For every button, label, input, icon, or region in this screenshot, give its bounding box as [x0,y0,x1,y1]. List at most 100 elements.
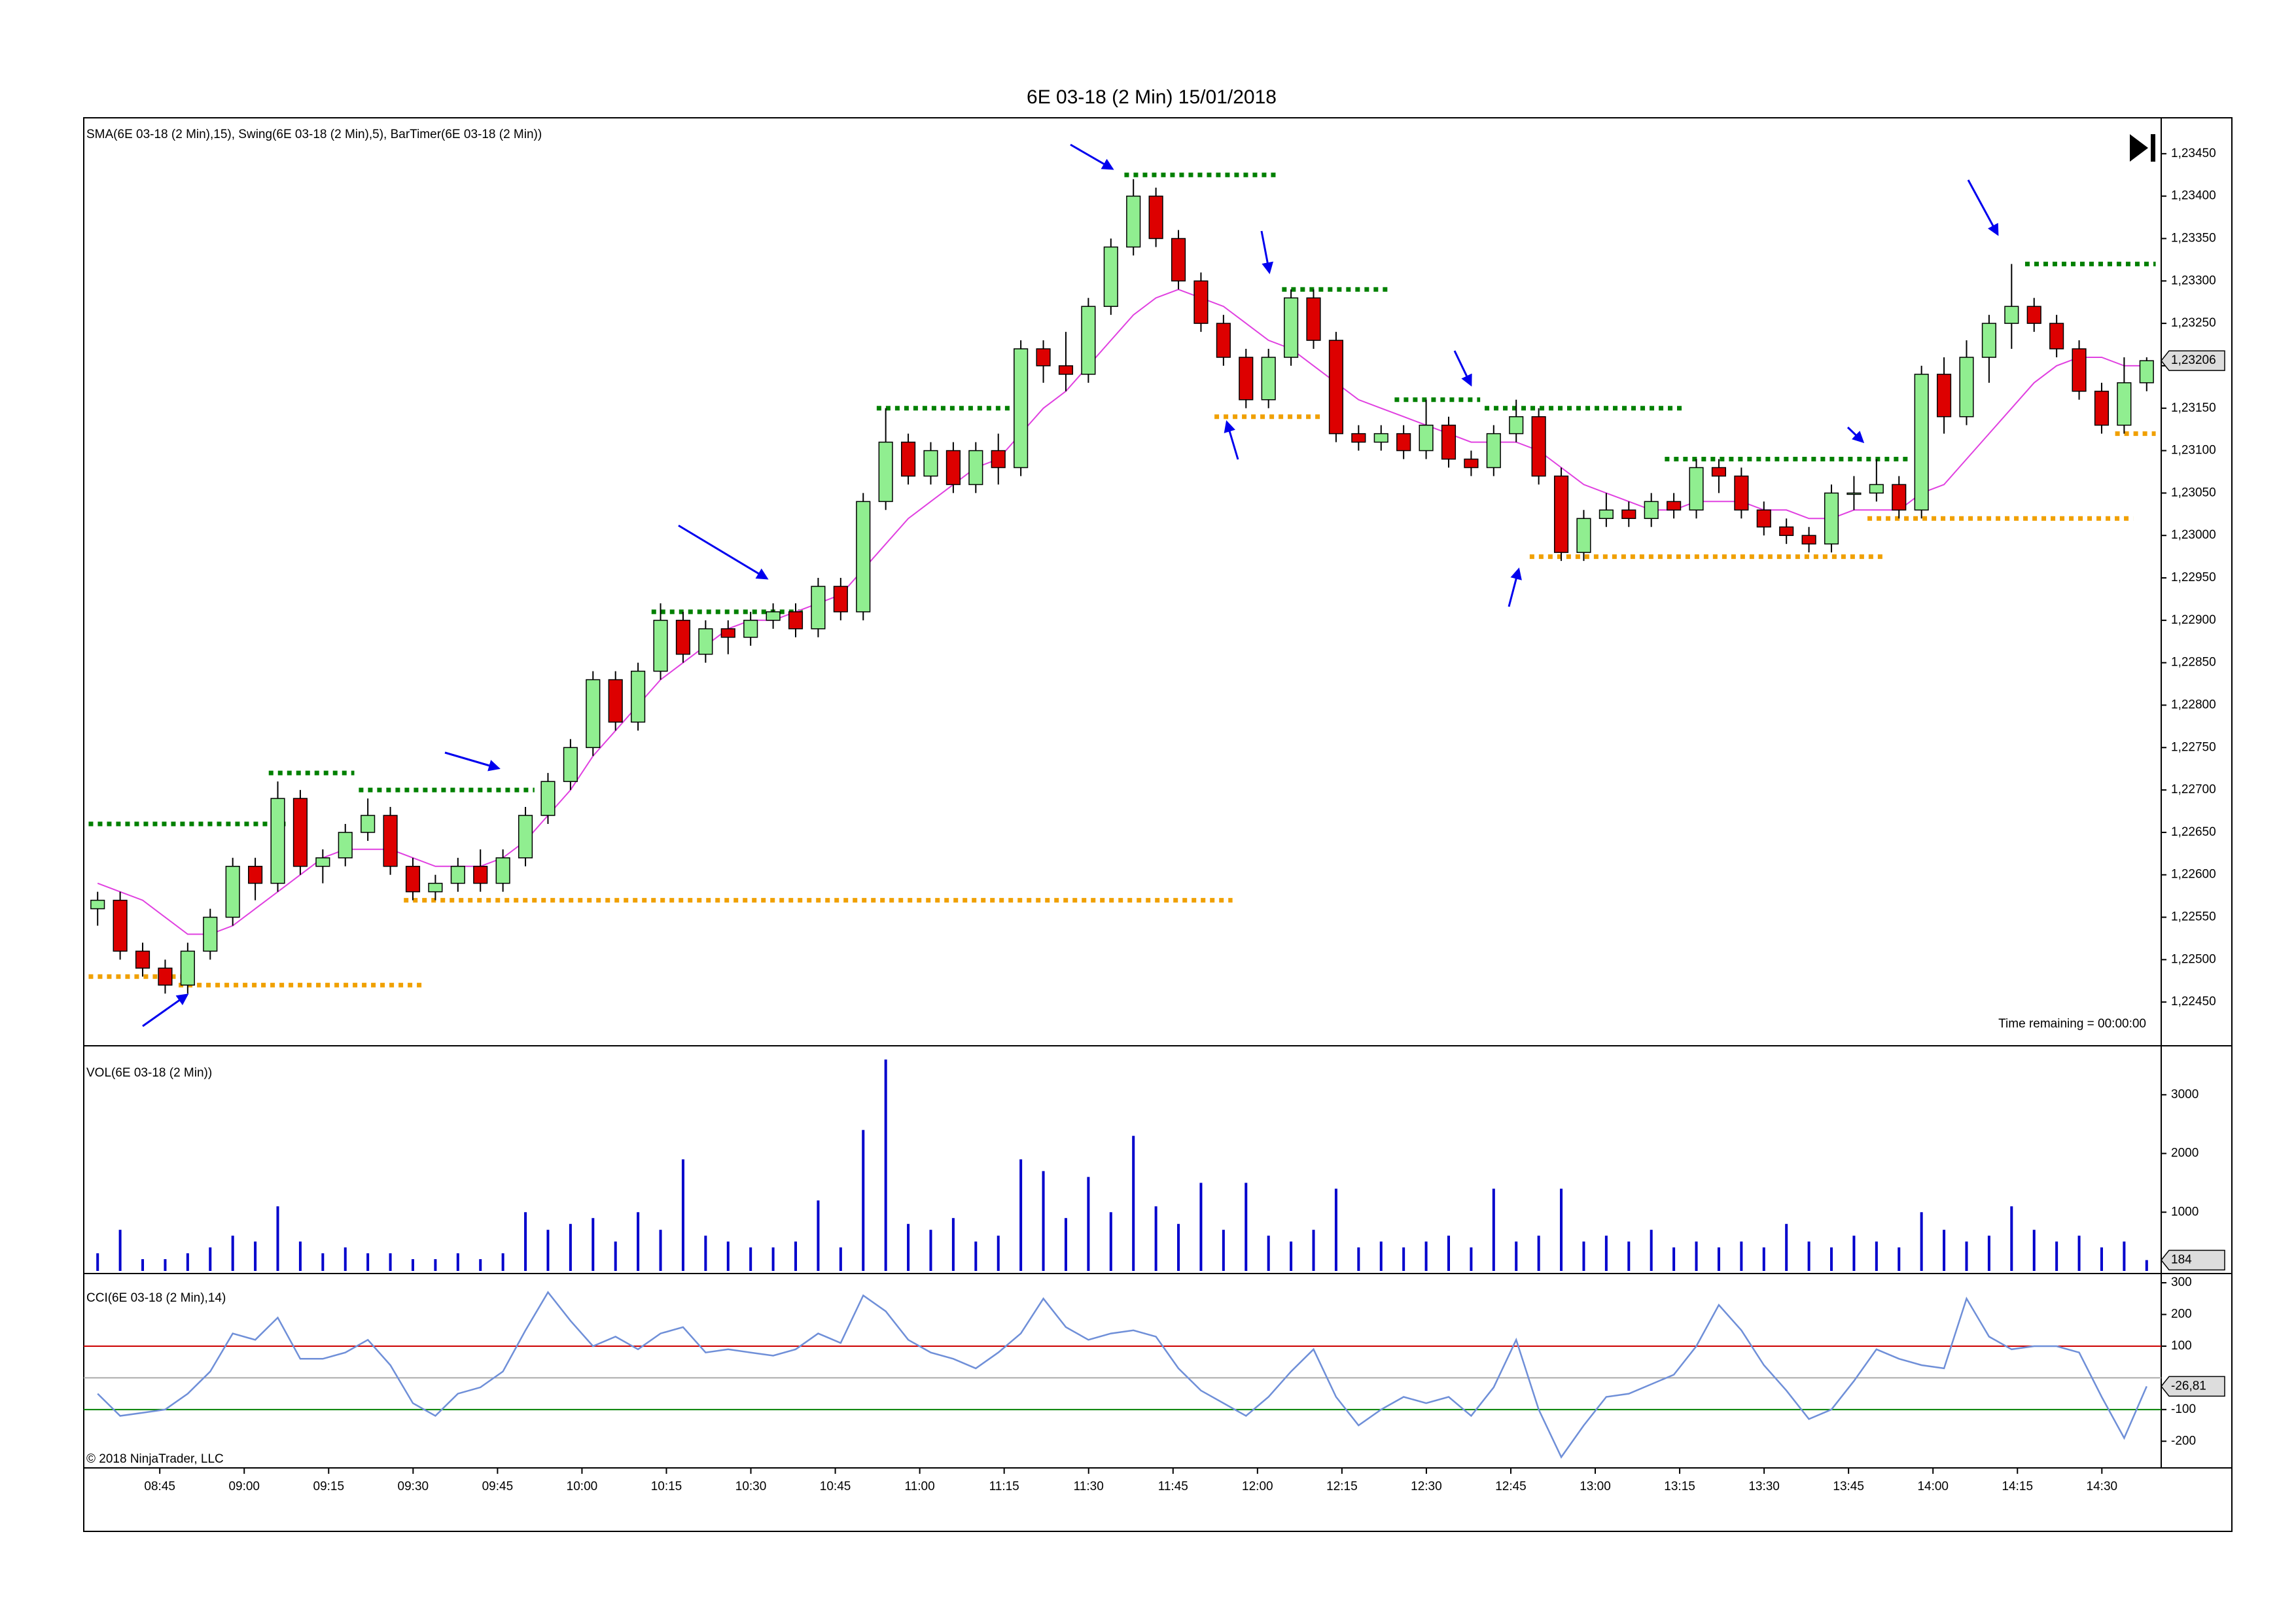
volume-bar [681,1159,684,1271]
candle-body [1644,501,1659,520]
volume-bar [1875,1241,1878,1271]
y-tick-label: 1,23450 [2171,147,2216,160]
candle-body [901,441,916,477]
candle-body [1464,458,1479,469]
y-tick-label: 100 [2171,1339,2192,1353]
candle-body [878,441,893,503]
volume-bar [434,1259,437,1271]
volume-bar [1830,1247,1833,1271]
candle-body [2049,323,2064,349]
candle-body [1373,433,1388,443]
candle-body [1576,518,1591,553]
y-tick-label: 1000 [2171,1205,2199,1219]
candle-body [1756,509,1771,527]
candle-body [2139,360,2154,383]
volume-bar [1222,1230,1225,1271]
y-tick-label: 1,23250 [2171,316,2216,330]
candle-body [135,950,150,969]
volume-bar [1492,1188,1495,1271]
volume-bar [1943,1230,1946,1271]
x-tick-label: 12:45 [1495,1480,1527,1493]
candle-body [540,781,556,816]
copyright: © 2018 NinjaTrader, LLC [86,1452,224,1466]
candle-body [1824,492,1839,544]
y-tick-label: 2000 [2171,1147,2199,1160]
volume-bar [1199,1183,1203,1271]
candle-body [292,798,308,867]
candle-body [1621,509,1636,520]
x-tick-label: 09:45 [482,1480,514,1493]
y-tick-label: 300 [2171,1275,2192,1289]
x-tick-label: 14:30 [2087,1480,2118,1493]
candle-body [1261,357,1276,401]
candle-body [1126,195,1141,248]
candle-body [2072,348,2087,392]
candle-body [1486,433,1501,469]
candle-body [383,815,398,867]
candle-body [1306,297,1321,341]
candle-body [833,586,848,613]
x-tick-label: 12:00 [1242,1480,1273,1493]
candle-body [473,866,488,884]
candle-body [991,450,1006,469]
volume-bar [794,1241,798,1271]
volume-bar [1515,1241,1518,1271]
y-tick-label: -100 [2171,1402,2196,1416]
volume-bar [1245,1183,1248,1271]
y-tick-label: -200 [2171,1434,2196,1448]
y-tick-label: 1,22900 [2171,613,2216,627]
x-tick-label: 11:30 [1074,1480,1104,1493]
candle-body [675,620,691,655]
y-tick-label: 1,22700 [2171,783,2216,796]
volume-bar [118,1230,122,1271]
y-tick-label: 1,22950 [2171,571,2216,584]
candle-body [518,815,533,859]
volume-bar [974,1241,978,1271]
last-value-marker [2161,1249,2225,1271]
candle-body [631,670,646,723]
candle-body [1328,340,1343,435]
x-tick-label: 13:45 [1833,1480,1864,1493]
cci-line [97,1291,2147,1459]
y-tick-label: 1,23150 [2171,401,2216,415]
x-tick-label: 13:00 [1580,1480,1611,1493]
candle-body [180,950,195,986]
volume-bar [951,1218,955,1271]
cci-label: CCI(6E 03-18 (2 Min),14) [86,1291,226,1305]
volume-bar [1740,1241,1743,1271]
volume-bar [2123,1241,2126,1271]
candle-body [1892,484,1907,511]
candle-body [1689,467,1704,511]
candle-body [1959,357,1974,418]
candle-body [1148,195,1163,240]
candle-body [1103,246,1118,307]
candle-body [945,450,961,486]
volume-bar [771,1247,775,1271]
candle-body [158,967,173,986]
volume-bar [1424,1241,1428,1271]
candle-body [90,899,105,910]
candle-body [1171,238,1186,282]
volume-bar [907,1224,910,1271]
chart-title: 6E 03-18 (2 Min) 15/01/2018 [1027,86,1277,108]
volume-bar [1785,1224,1788,1271]
candle-body [698,628,713,655]
volume-bar [546,1230,550,1271]
volume-bar [1064,1218,1067,1271]
candle-body [1396,433,1411,452]
volume-bar [659,1230,662,1271]
y-tick-label: 1,23300 [2171,274,2216,287]
y-tick-label: 1,22600 [2171,868,2216,882]
volume-bar [1627,1241,1631,1271]
candle-body [2117,382,2132,426]
candle-body [1981,323,1996,358]
volume-bar [2077,1236,2081,1271]
volume-bar [1650,1230,1653,1271]
volume-bar [1109,1212,1112,1271]
candle-body [1351,433,1366,443]
volume-bar [1402,1247,1405,1271]
go-to-end-icon[interactable] [2130,134,2155,162]
candle-body [1553,475,1569,553]
volume-bar [1717,1247,1720,1271]
